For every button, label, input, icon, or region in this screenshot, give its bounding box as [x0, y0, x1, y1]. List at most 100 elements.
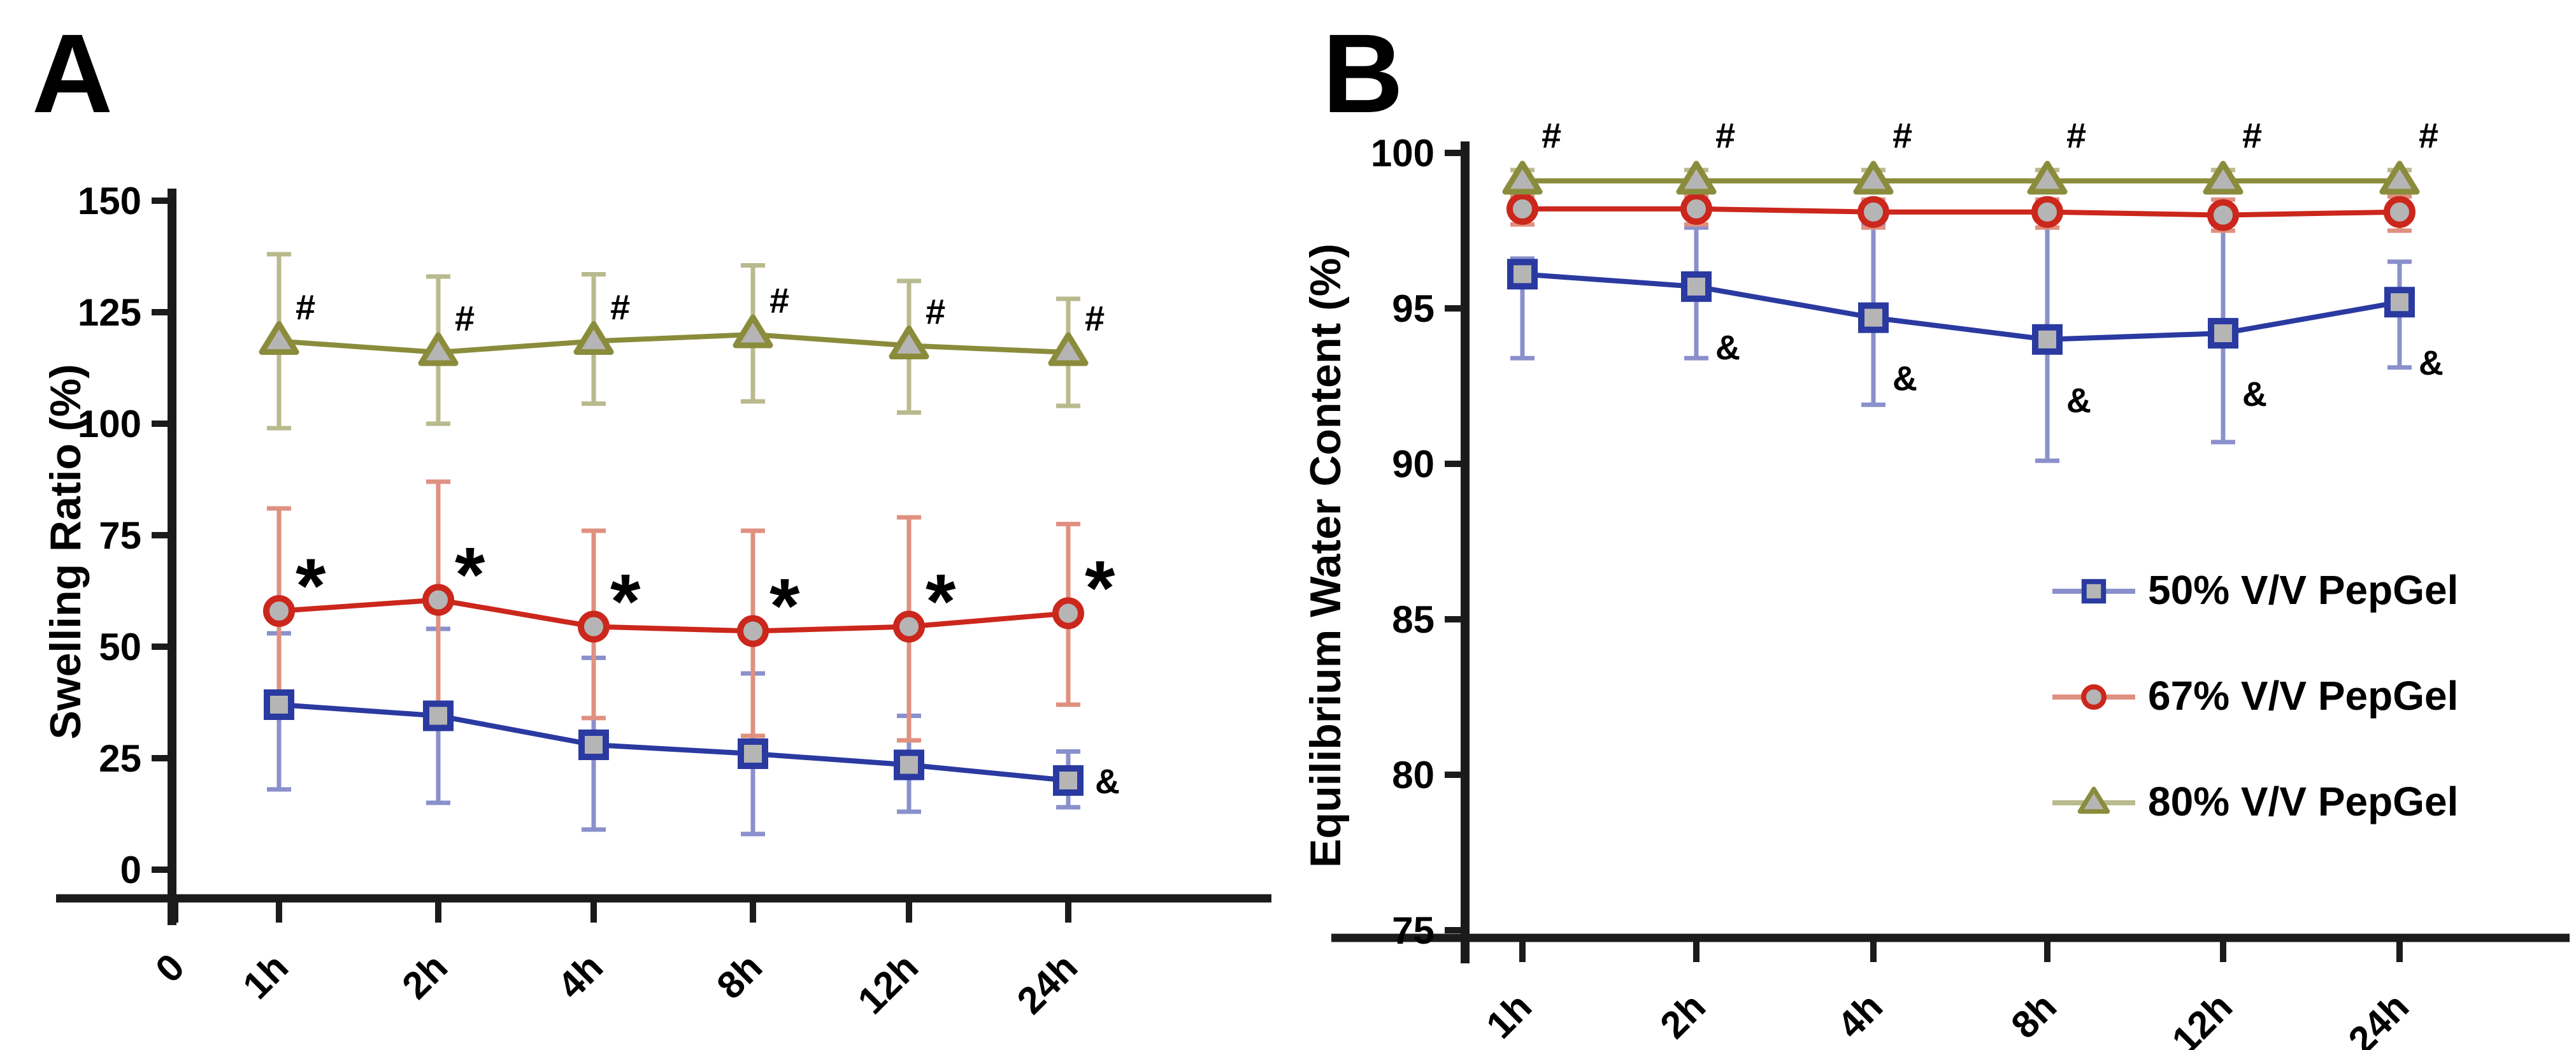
data-point-triangle — [2203, 161, 2243, 195]
x-tick-label: 4h — [549, 946, 611, 1007]
data-point-circle — [893, 610, 925, 643]
x-tick-label: 4h — [1829, 985, 1891, 1047]
data-point-circle — [2031, 196, 2063, 228]
series-line — [278, 597, 1069, 634]
x-tick-label: 0 — [147, 946, 192, 991]
sig-ampersand: & — [1715, 329, 1740, 367]
data-point-square — [1681, 271, 1712, 302]
y-tick-label: 25 — [99, 737, 141, 780]
series-line — [1522, 206, 2400, 218]
legend-label-67-pepgel: 67% V/V PepGel — [2148, 673, 2458, 719]
panel-a-y-axis-title: Swelling Ratio (%) — [41, 364, 90, 739]
sig-ampersand: & — [2066, 382, 2091, 420]
data-point-square — [1858, 302, 1889, 333]
data-point-square — [423, 700, 454, 731]
data-point-square — [1053, 765, 1084, 796]
sig-asterisk: * — [1085, 545, 1115, 631]
y-tick-label: 125 — [78, 291, 141, 334]
data-point-triangle — [2027, 161, 2068, 195]
data-point-triangle — [1853, 161, 1894, 195]
legend: 50% V/V PepGel 67% V/V PepGel 80% V/V Pe… — [2052, 567, 2458, 824]
sig-asterisk: * — [769, 563, 800, 649]
x-tick-label: 8h — [708, 946, 770, 1007]
legend-marker-circle — [2081, 684, 2107, 710]
data-point-triangle — [573, 321, 614, 355]
x-tick-label: 2h — [394, 946, 455, 1007]
data-point-square — [738, 738, 768, 769]
data-point-circle — [737, 615, 769, 647]
data-point-square — [578, 730, 609, 760]
data-point-square — [264, 689, 294, 720]
series-line — [278, 702, 1069, 783]
sig-ampersand: & — [1095, 763, 1120, 801]
y-tick-label: 100 — [78, 403, 141, 445]
sig-hash: # — [2066, 115, 2086, 155]
y-tick-label: 85 — [1392, 598, 1435, 641]
sig-hash: # — [769, 280, 789, 320]
sig-ampersand: & — [2242, 375, 2267, 414]
sig-asterisk: * — [926, 558, 956, 645]
x-tick-label: 12h — [2164, 985, 2240, 1050]
y-tick-label: 90 — [1392, 443, 1435, 485]
y-tick-label: 75 — [1392, 909, 1435, 952]
x-tick-label: 24h — [2340, 985, 2417, 1050]
data-point-triangle — [1048, 332, 1089, 366]
sig-asterisk: * — [455, 531, 485, 618]
sig-asterisk: * — [610, 558, 641, 645]
data-point-triangle — [733, 314, 773, 349]
data-point-triangle — [2379, 161, 2420, 195]
data-point-circle — [422, 584, 454, 616]
data-point-triangle — [1676, 161, 1717, 195]
sig-hash: # — [296, 287, 315, 327]
panel-b-y-axis-title: Equilibrium Water Content (%) — [1301, 243, 1350, 868]
y-tick-label: 75 — [99, 514, 141, 557]
sig-hash: # — [2419, 115, 2438, 155]
y-tick-label: 100 — [1371, 132, 1435, 175]
sig-hash: # — [455, 298, 475, 338]
legend-label-80-pepgel: 80% V/V PepGel — [2148, 779, 2458, 824]
panel-b-letter: B — [1322, 11, 1403, 136]
y-tick-label: 150 — [78, 180, 141, 222]
series-line — [278, 331, 1069, 356]
panel-a-plot: 0 25 50 75 100 125 150 0 1h 2h 4h 8h 12h 24h & * * * * * * # #… — [56, 180, 1271, 1022]
data-point-circle — [2207, 199, 2239, 231]
y-tick-label: 50 — [99, 626, 141, 668]
data-point-circle — [1506, 192, 1538, 225]
legend-marker-triangle — [2077, 786, 2110, 814]
sig-ampersand: & — [2419, 344, 2444, 382]
legend-marker-samples — [2052, 579, 2135, 814]
data-point-square — [2384, 287, 2415, 318]
data-point-circle — [1052, 597, 1084, 629]
data-point-square — [2032, 324, 2063, 355]
sig-ampersand: & — [1893, 360, 1917, 398]
sig-hash: # — [2242, 115, 2262, 155]
data-point-square — [894, 749, 924, 780]
data-point-triangle — [259, 321, 299, 355]
data-point-triangle — [889, 326, 929, 359]
legend-label-50-pepgel: 50% V/V PepGel — [2148, 567, 2458, 613]
data-point-circle — [2384, 196, 2415, 228]
sig-hash: # — [610, 287, 630, 327]
data-point-circle — [1680, 192, 1712, 225]
legend-marker-square — [2081, 579, 2107, 604]
data-point-circle — [1857, 196, 1889, 228]
sig-hash: # — [1893, 115, 1912, 155]
sig-hash: # — [1085, 298, 1105, 338]
sig-hash: # — [926, 292, 945, 332]
x-tick-label: 8h — [2003, 985, 2064, 1047]
data-point-square — [1507, 259, 1538, 290]
x-tick-label: 12h — [850, 946, 926, 1022]
data-point-square — [2208, 318, 2238, 349]
data-point-circle — [578, 610, 610, 643]
x-tick-label: 1h — [234, 946, 296, 1007]
data-point-circle — [263, 595, 295, 627]
data-point-triangle — [418, 332, 459, 366]
y-tick-label: 95 — [1392, 287, 1435, 330]
panel-a-letter: A — [32, 11, 113, 136]
y-tick-label: 80 — [1392, 754, 1435, 796]
sig-hash: # — [1542, 115, 1561, 155]
x-tick-label: 24h — [1009, 946, 1085, 1022]
data-point-triangle — [1502, 161, 1543, 195]
x-tick-label: 2h — [1652, 985, 1714, 1047]
